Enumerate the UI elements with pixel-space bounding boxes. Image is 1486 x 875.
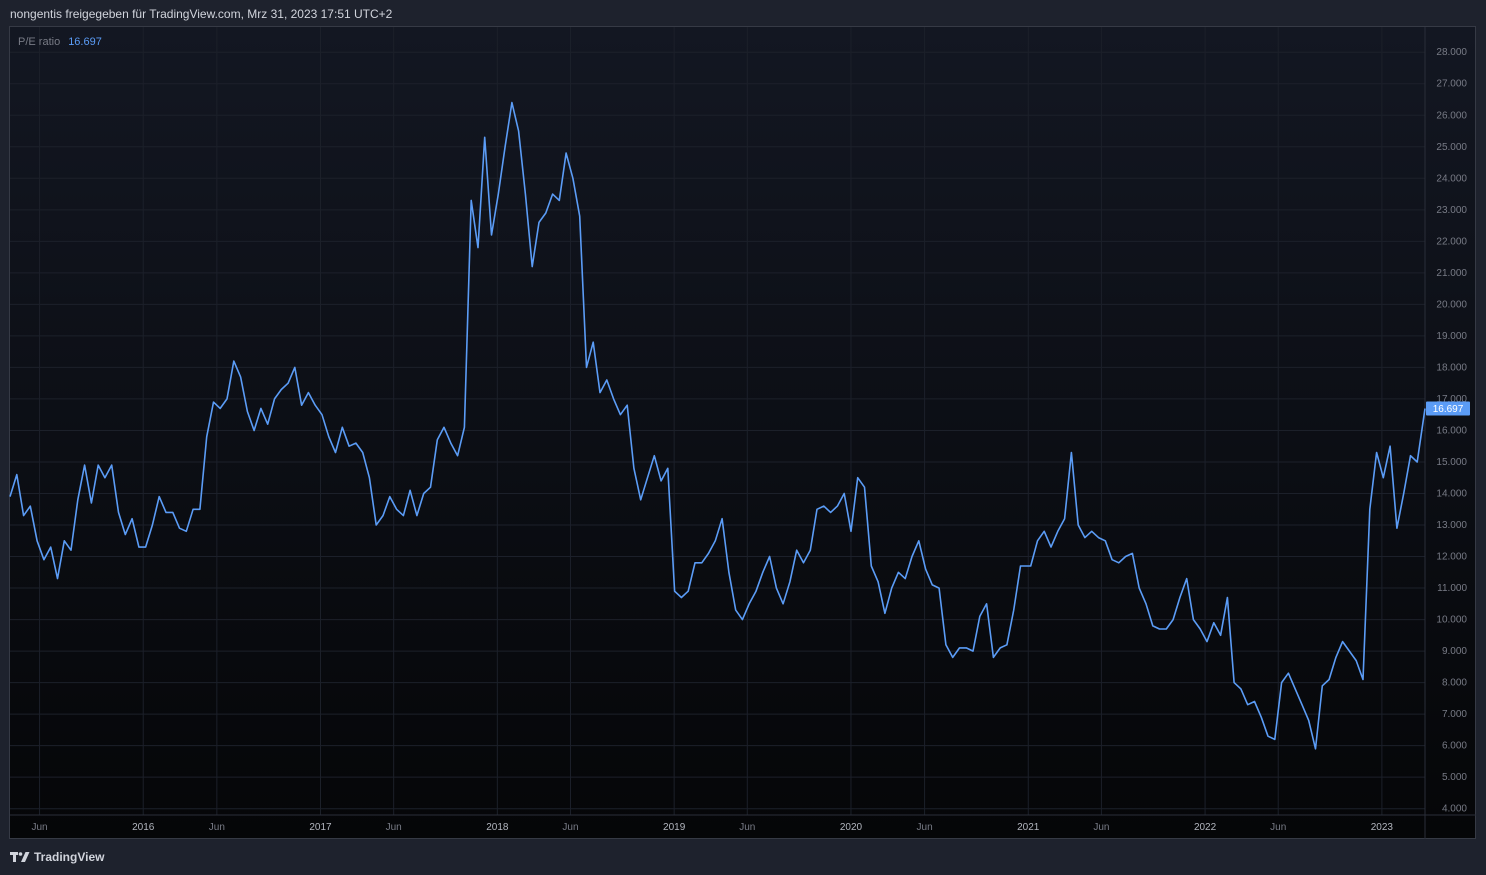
x-tick-label: Jun xyxy=(562,822,578,833)
legend-series-name: P/E ratio xyxy=(18,36,61,48)
legend-series-value: 16.697 xyxy=(68,36,102,48)
last-value-label: 16.697 xyxy=(1433,404,1464,415)
chart-panel[interactable] xyxy=(9,26,1476,839)
x-tick-label: 2020 xyxy=(840,822,863,833)
x-tick-label: Jun xyxy=(739,822,755,833)
y-tick-label: 24.000 xyxy=(1436,173,1467,184)
x-tick-label: Jun xyxy=(31,822,47,833)
y-tick-label: 15.000 xyxy=(1436,457,1467,468)
y-tick-label: 23.000 xyxy=(1436,205,1467,216)
x-tick-label: 2017 xyxy=(309,822,332,833)
x-tick-label: 2018 xyxy=(486,822,509,833)
y-tick-label: 20.000 xyxy=(1436,299,1467,310)
y-tick-label: 13.000 xyxy=(1436,520,1467,531)
y-tick-label: 19.000 xyxy=(1436,331,1467,342)
pe-ratio-chart[interactable]: 4.000 5.000 6.000 7.000 8.000 9.000 10.000 11.0… xyxy=(0,0,1486,841)
x-tick-label: Jun xyxy=(209,822,225,833)
series-legend[interactable]: P/E ratio 16.697 xyxy=(18,36,102,48)
y-tick-label: 4.000 xyxy=(1442,804,1467,815)
last-value-badge xyxy=(1426,401,1470,416)
x-tick-label: Jun xyxy=(1270,822,1286,833)
y-tick-label: 28.000 xyxy=(1436,47,1467,58)
x-tick-label: 2021 xyxy=(1017,822,1040,833)
y-tick-label: 11.000 xyxy=(1437,583,1467,594)
x-tick-label: 2019 xyxy=(663,822,686,833)
y-tick-label: 21.000 xyxy=(1436,268,1467,279)
y-tick-label: 9.000 xyxy=(1442,646,1467,657)
brand-name: TradingView xyxy=(34,850,105,864)
y-tick-label: 25.000 xyxy=(1436,142,1467,153)
x-tick-label: Jun xyxy=(917,822,933,833)
y-tick-label: 26.000 xyxy=(1436,110,1467,121)
y-tick-label: 6.000 xyxy=(1442,741,1467,752)
y-tick-label: 22.000 xyxy=(1436,236,1467,247)
share-header: nongentis freigegeben für TradingView.co… xyxy=(0,0,1486,26)
y-tick-label: 18.000 xyxy=(1436,362,1467,373)
y-tick-label: 16.000 xyxy=(1436,425,1467,436)
x-tick-label: 2016 xyxy=(132,822,155,833)
tradingview-logo-icon xyxy=(10,852,30,862)
footer-bar: TradingView xyxy=(0,841,1486,875)
x-tick-label: 2023 xyxy=(1371,822,1394,833)
x-tick-label: 2022 xyxy=(1194,822,1217,833)
x-tick-label: Jun xyxy=(1093,822,1109,833)
pe-ratio-series-line xyxy=(9,101,1426,750)
tradingview-logo[interactable]: TradingView xyxy=(10,850,104,864)
y-tick-label: 8.000 xyxy=(1442,678,1467,689)
y-tick-label: 27.000 xyxy=(1436,79,1467,90)
y-tick-label: 12.000 xyxy=(1436,552,1467,563)
x-tick-label: Jun xyxy=(386,822,402,833)
y-tick-label: 17.000 xyxy=(1436,394,1467,405)
y-tick-label: 14.000 xyxy=(1436,488,1467,499)
y-tick-label: 7.000 xyxy=(1442,709,1467,720)
y-tick-label: 10.000 xyxy=(1436,615,1467,626)
share-text: nongentis freigegeben für TradingView.co… xyxy=(10,7,393,21)
y-tick-label: 5.000 xyxy=(1442,772,1467,783)
